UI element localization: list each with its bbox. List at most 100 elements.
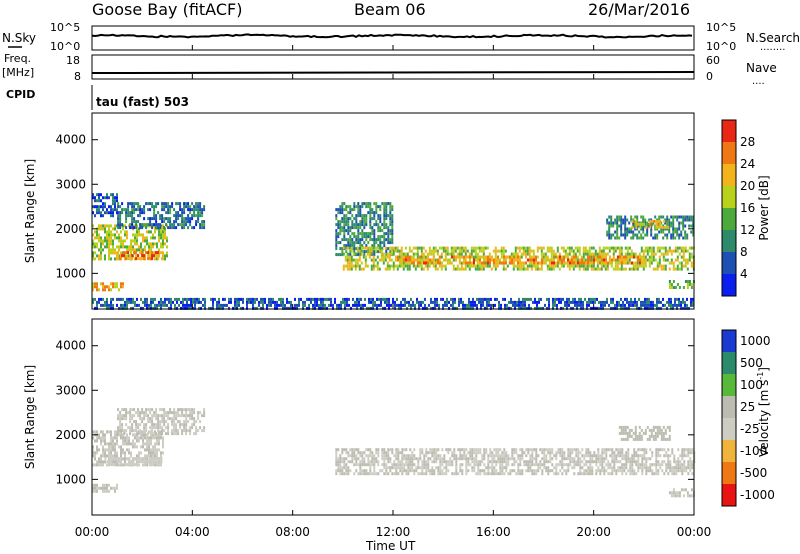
heatmap-cell bbox=[401, 255, 403, 259]
heatmap-cell bbox=[163, 208, 166, 212]
heatmap-cell bbox=[106, 224, 108, 228]
heatmap-cell bbox=[96, 285, 98, 289]
heatmap-cell bbox=[110, 233, 112, 237]
heatmap-cell bbox=[488, 300, 490, 304]
heatmap-cell bbox=[605, 255, 607, 259]
heatmap-cell bbox=[674, 215, 677, 219]
heatmap-cell bbox=[634, 431, 637, 435]
heatmap-cell bbox=[147, 254, 150, 258]
heatmap-cell bbox=[672, 303, 674, 307]
heatmap-cell bbox=[322, 297, 324, 301]
heatmap-cell bbox=[483, 261, 485, 265]
heatmap-cell bbox=[365, 463, 368, 467]
heatmap-cell bbox=[141, 417, 144, 421]
heatmap-cell bbox=[163, 411, 166, 415]
heatmap-cell bbox=[570, 306, 572, 310]
heatmap-cell bbox=[361, 472, 364, 476]
heatmap-cell bbox=[96, 306, 98, 310]
heatmap-cell bbox=[678, 246, 681, 250]
heatmap-cell bbox=[389, 211, 392, 215]
heatmap-cell bbox=[426, 306, 428, 310]
heatmap-cell bbox=[601, 451, 604, 455]
heatmap-cell bbox=[670, 236, 673, 240]
heatmap-cell bbox=[157, 202, 160, 206]
heatmap-cell bbox=[596, 258, 599, 262]
heatmap-cell bbox=[465, 460, 468, 464]
heatmap-cell bbox=[472, 249, 475, 253]
heatmap-cell bbox=[682, 246, 685, 250]
heatmap-cell bbox=[440, 246, 443, 250]
heatmap-cell bbox=[335, 223, 338, 227]
heatmap-cell bbox=[349, 469, 352, 473]
heatmap-cell bbox=[355, 469, 358, 473]
heatmap-cell bbox=[167, 432, 170, 436]
heatmap-cell bbox=[452, 252, 455, 256]
heatmap-cell bbox=[446, 249, 449, 253]
heatmap-cell bbox=[581, 472, 584, 476]
heatmap-cell bbox=[382, 297, 384, 301]
heatmap-cell bbox=[639, 454, 642, 458]
heatmap-cell bbox=[499, 261, 501, 265]
heatmap-cell bbox=[351, 208, 354, 212]
heatmap-cell bbox=[650, 227, 653, 231]
heatmap-cell bbox=[681, 457, 684, 461]
heatmap-cell bbox=[150, 230, 152, 234]
heatmap-cell bbox=[377, 229, 380, 233]
power-heatmap bbox=[92, 193, 695, 310]
heatmap-cell bbox=[646, 221, 649, 225]
heatmap-cell bbox=[637, 463, 640, 467]
heatmap-cell bbox=[154, 257, 156, 261]
heatmap-cell bbox=[232, 306, 234, 310]
heatmap-cell bbox=[617, 466, 620, 470]
heatmap-cell bbox=[655, 222, 658, 226]
heatmap-cell bbox=[539, 460, 542, 464]
heatmap-cell bbox=[182, 306, 184, 310]
heatmap-cell bbox=[346, 297, 348, 301]
heatmap-cell bbox=[596, 297, 598, 301]
heatmap-cell bbox=[186, 297, 188, 301]
heatmap-cell bbox=[624, 297, 626, 301]
heatmap-cell bbox=[179, 426, 182, 430]
heatmap-cell bbox=[102, 205, 104, 209]
heatmap-cell bbox=[108, 460, 111, 464]
heatmap-cell bbox=[120, 239, 122, 243]
heatmap-cell bbox=[100, 193, 102, 197]
heatmap-cell bbox=[117, 417, 120, 421]
heatmap-cell bbox=[420, 303, 422, 307]
heatmap-cell bbox=[116, 251, 118, 255]
heatmap-cell bbox=[451, 460, 454, 464]
heatmap-cell bbox=[655, 460, 658, 464]
heatmap-cell bbox=[112, 436, 114, 440]
heatmap-cell bbox=[428, 264, 431, 268]
heatmap-cell bbox=[633, 460, 636, 464]
heatmap-cell bbox=[619, 261, 621, 265]
heatmap-cell bbox=[594, 267, 597, 271]
heatmap-cell bbox=[180, 300, 182, 304]
heatmap-cell bbox=[600, 300, 602, 304]
heatmap-cell bbox=[493, 469, 496, 473]
heatmap-cell bbox=[310, 297, 312, 301]
heatmap-cell bbox=[234, 306, 236, 310]
heatmap-cell bbox=[548, 246, 551, 250]
heatmap-cell bbox=[116, 257, 118, 261]
heatmap-cell bbox=[346, 303, 348, 307]
heatmap-cell bbox=[405, 457, 408, 461]
heatmap-cell bbox=[497, 472, 500, 476]
heatmap-cell bbox=[159, 414, 162, 418]
heatmap-cell bbox=[525, 460, 528, 464]
heatmap-cell bbox=[394, 264, 397, 268]
heatmap-cell bbox=[124, 245, 126, 249]
heatmap-cell bbox=[360, 303, 362, 307]
heatmap-cell bbox=[619, 469, 622, 473]
heatmap-cell bbox=[160, 436, 162, 440]
heatmap-cell bbox=[377, 226, 380, 230]
heatmap-cell bbox=[510, 255, 513, 259]
heatmap-cell bbox=[582, 249, 585, 253]
heatmap-cell bbox=[370, 297, 372, 301]
heatmap-cell bbox=[160, 430, 162, 434]
heatmap-cell bbox=[342, 297, 344, 301]
heatmap-cell bbox=[123, 254, 126, 258]
heatmap-cell bbox=[403, 457, 406, 461]
heatmap-cell bbox=[347, 217, 350, 221]
heatmap-cell bbox=[156, 448, 158, 452]
